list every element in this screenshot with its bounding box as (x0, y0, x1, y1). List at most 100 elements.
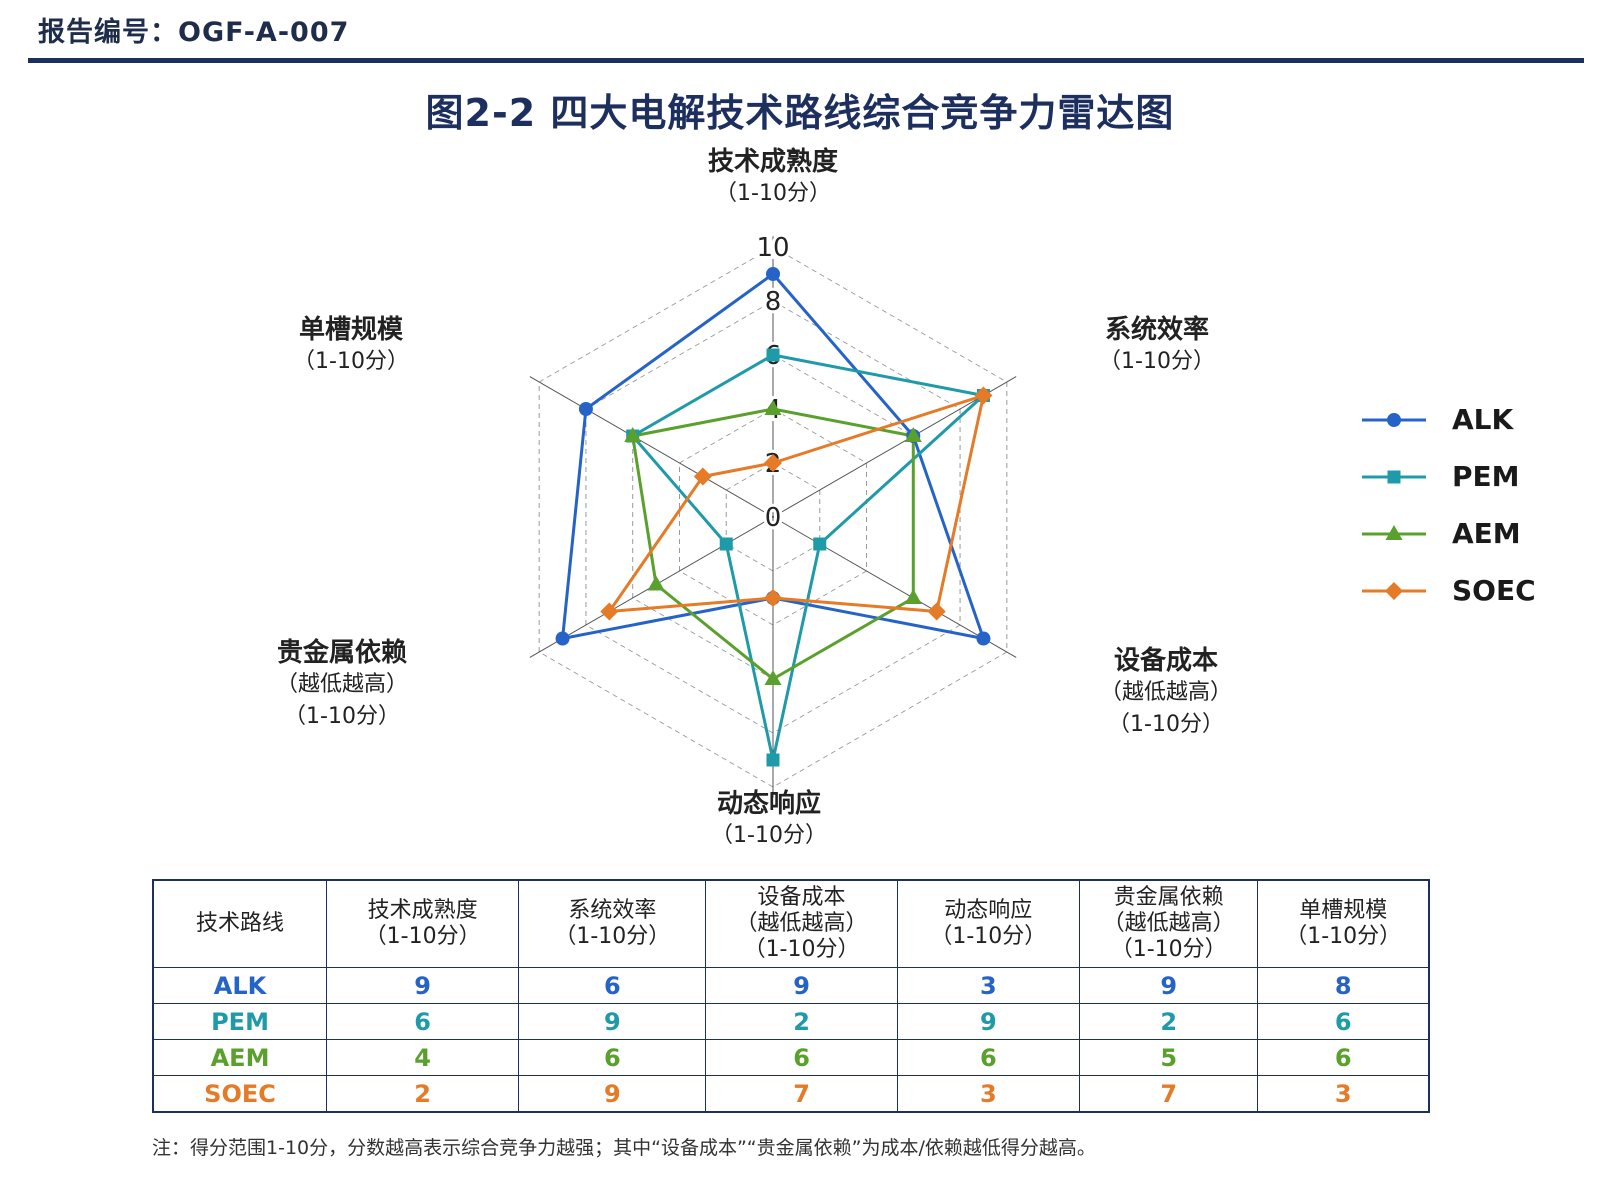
table-cell: 9 (705, 967, 898, 1004)
header-line: 技术成熟度 (367, 898, 478, 923)
footnote: 注：得分范围1-10分，分数越高表示综合竞争力越强；其中“设备成本”“贵金属依赖… (152, 1137, 1096, 1159)
table-cell: 6 (1257, 1039, 1430, 1076)
table-header-cell: 单槽规模 （1-10分） (1257, 879, 1430, 968)
axis-label: 设备成本 （越低越高） （1-10分） (1046, 645, 1286, 741)
legend-swatch (1362, 582, 1426, 600)
axis-name: 贵金属依赖 (276, 638, 407, 668)
axis-label: 技术成熟度 （1-10分） (643, 146, 903, 210)
header-line: 单槽规模 (1299, 898, 1388, 923)
axis-name: 系统效率 (1104, 315, 1209, 345)
header-line: 动态响应 (944, 898, 1033, 923)
table-cell: 9 (1078, 967, 1259, 1004)
data-point (927, 602, 946, 621)
axis-label: 贵金属依赖 （越低越高） （1-10分） (222, 637, 462, 733)
table-cell: 7 (1078, 1075, 1259, 1113)
table-cell: 7 (705, 1075, 898, 1113)
table-cell: 3 (896, 1075, 1080, 1113)
data-point (904, 589, 922, 604)
table-cell: 2 (1078, 1003, 1259, 1040)
data-point (813, 537, 827, 551)
header-line: 贵金属依赖 (1113, 885, 1224, 910)
table-cell: 6 (326, 1003, 520, 1040)
table-row: PEM 6 9 2 9 2 6 (152, 1003, 1430, 1040)
table-cell: 2 (326, 1075, 520, 1113)
axis-name: 设备成本 (1113, 646, 1218, 676)
axis-name: 动态响应 (716, 789, 821, 819)
table-cell: ALK (152, 967, 328, 1004)
table-cell: 3 (1257, 1075, 1430, 1113)
header-rule (28, 58, 1584, 63)
axis-name: 单槽规模 (298, 315, 403, 345)
data-point (976, 631, 991, 646)
header-line: （1-10分） (1110, 937, 1227, 962)
data-point (764, 400, 782, 415)
table-cell: 6 (1257, 1003, 1430, 1040)
header-line: （1-10分） (364, 924, 481, 949)
header-line: （越低越高） (1102, 911, 1235, 936)
header-line: （1-10分） (930, 924, 1047, 949)
table-header-cell: 设备成本 （越低越高） （1-10分） (705, 879, 898, 968)
header-line: （1-10分） (1285, 924, 1402, 949)
header-line: （1-10分） (743, 937, 860, 962)
table-cell: PEM (152, 1003, 328, 1040)
legend-label: ALK (1452, 403, 1514, 436)
axis-spoke (772, 376, 1017, 518)
data-point (600, 602, 619, 621)
data-point (624, 427, 642, 442)
axis-spoke (529, 376, 774, 518)
legend-label: PEM (1452, 460, 1520, 493)
header-line: 技术路线 (196, 911, 285, 936)
tick-label: 0 (765, 503, 782, 533)
radar-chart: 0246810 (529, 233, 1017, 798)
table-cell: 4 (326, 1039, 520, 1076)
data-point (764, 454, 782, 472)
axis-subtitle: （1-10分） (711, 823, 827, 848)
table-cell: 9 (518, 1003, 707, 1040)
tick-label: 8 (765, 287, 782, 317)
data-point (766, 267, 780, 281)
data-point (764, 670, 782, 685)
axis-label: 动态响应 （1-10分） (649, 788, 889, 852)
score-table: 技术路线 技术成熟度 （1-10分） 系统效率 （1-10分） 设备成本 （越低越高） （1-… (152, 879, 1430, 1113)
data-point (764, 589, 782, 607)
axis-label: 系统效率 （1-10分） (1037, 314, 1277, 378)
table-body: ALK 9 6 9 3 9 8 PEM 6 9 2 9 2 6 AEM 4 6 6 6 5 6 SOEC 2 9 7 3 7 3 (152, 967, 1430, 1113)
report-id: 报告编号：OGF-A-007 (38, 17, 350, 48)
table-row: ALK 9 6 9 3 9 8 (152, 967, 1430, 1004)
data-point (766, 753, 780, 767)
chart-title: 图2-2 四大电解技术路线综合竞争力雷达图 (425, 91, 1175, 135)
table-cell: 9 (326, 967, 520, 1004)
table-cell: SOEC (152, 1075, 328, 1113)
data-point (693, 467, 712, 486)
table-cell: 8 (1257, 967, 1430, 1004)
table-cell: 3 (896, 967, 1080, 1004)
table-cell: 6 (705, 1039, 898, 1076)
header-line: 系统效率 (568, 898, 657, 923)
table-cell: 6 (896, 1039, 1080, 1076)
axis-label: 单槽规模 （1-10分） (231, 314, 471, 378)
table-header-cell: 技术成熟度 （1-10分） (326, 879, 520, 968)
axis-subtitle: （1-10分） (715, 181, 831, 206)
table-row: SOEC 2 9 7 3 7 3 (152, 1075, 1430, 1113)
table-cell: 9 (896, 1003, 1080, 1040)
header-line: （1-10分） (554, 924, 671, 949)
header-line: （越低越高） (735, 911, 868, 936)
table-cell: 6 (518, 1039, 707, 1076)
axis-subtitle: （1-10分） (293, 349, 409, 374)
table-cell: 9 (518, 1075, 707, 1113)
legend-swatch (1362, 470, 1426, 484)
table-header-cell: 技术路线 (152, 879, 328, 968)
axis-subtitle: （越低越高） (1099, 680, 1232, 705)
data-point (974, 386, 993, 405)
axis-subtitle: （1-10分） (284, 704, 400, 729)
legend-swatch (1362, 413, 1426, 427)
table-header-cell: 动态响应 （1-10分） (896, 879, 1080, 968)
legend-label: AEM (1452, 517, 1521, 550)
table-header-cell: 系统效率 （1-10分） (518, 879, 707, 968)
axis-name: 技术成熟度 (707, 147, 838, 177)
data-point (719, 537, 733, 551)
tick-label: 10 (756, 233, 789, 263)
data-point (555, 631, 570, 646)
table-header-cell: 贵金属依赖 （越低越高） （1-10分） (1078, 879, 1259, 968)
legend-swatch (1362, 525, 1426, 540)
